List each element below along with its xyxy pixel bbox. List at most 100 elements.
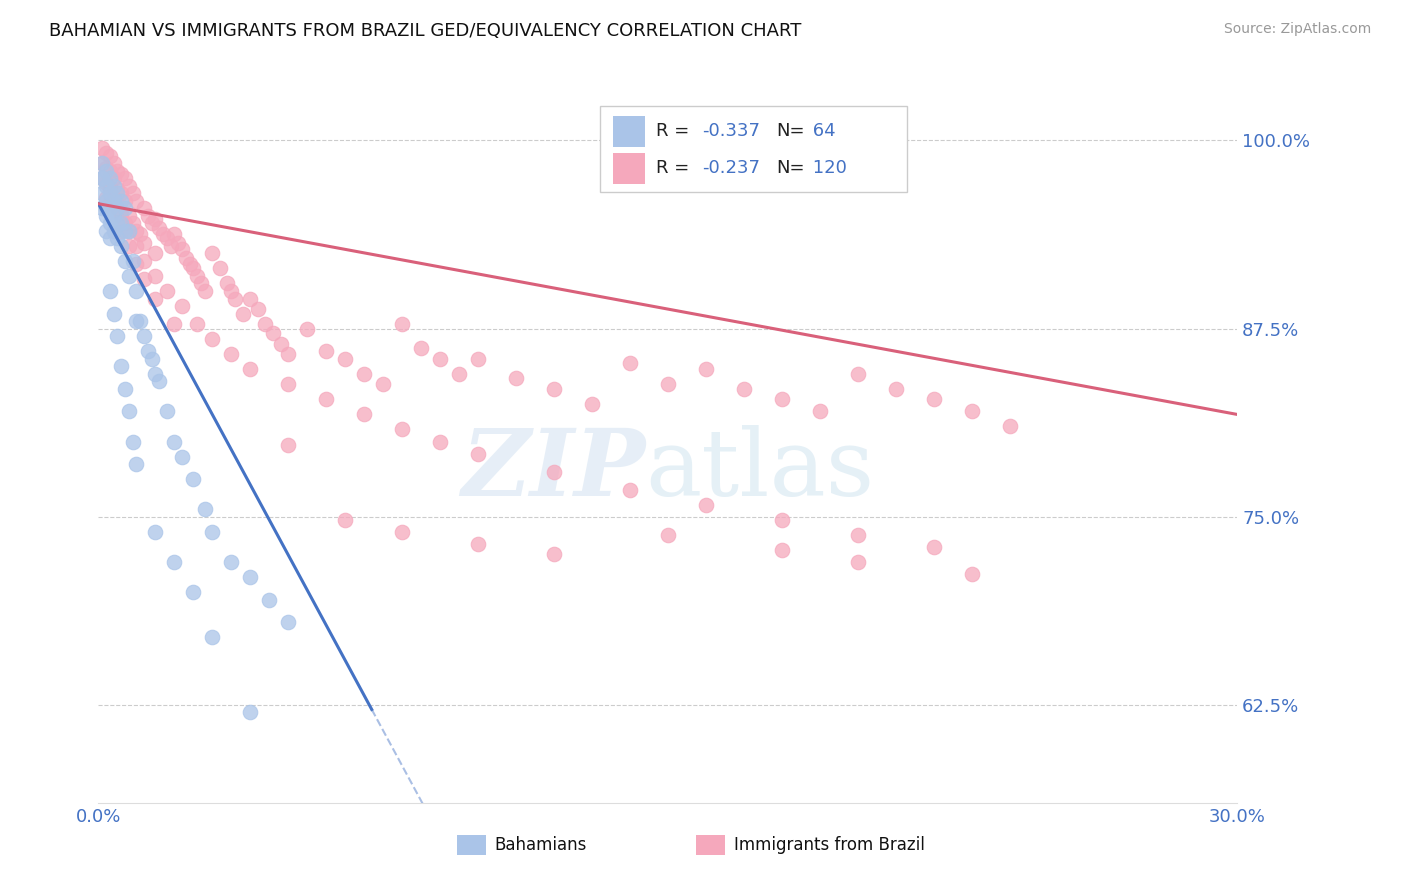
Point: [183, 472, 205, 486]
Point: [277, 377, 299, 392]
Point: [846, 528, 869, 542]
Point: [114, 382, 136, 396]
Point: [91, 156, 114, 170]
Point: [148, 220, 170, 235]
Point: [315, 392, 337, 407]
Point: [114, 171, 136, 186]
Text: ZIP: ZIP: [461, 425, 645, 516]
Point: [194, 284, 217, 298]
Point: [125, 224, 148, 238]
Point: [136, 344, 159, 359]
Point: [391, 524, 413, 539]
Point: [98, 216, 121, 230]
FancyBboxPatch shape: [457, 835, 485, 855]
Point: [201, 630, 224, 644]
Point: [467, 447, 489, 461]
Point: [98, 178, 121, 193]
Point: [619, 356, 641, 370]
Point: [118, 268, 141, 283]
Point: [121, 216, 143, 230]
Point: [148, 375, 170, 389]
Point: [194, 502, 217, 516]
Point: [224, 292, 246, 306]
Point: [163, 434, 186, 449]
Point: [125, 284, 148, 298]
Point: [152, 227, 174, 241]
Text: 64: 64: [807, 122, 835, 140]
Point: [695, 362, 717, 376]
Point: [167, 235, 190, 250]
Point: [103, 191, 125, 205]
FancyBboxPatch shape: [696, 835, 725, 855]
Point: [103, 307, 125, 321]
FancyBboxPatch shape: [613, 117, 645, 147]
Point: [201, 246, 224, 260]
Point: [98, 186, 121, 201]
Text: BAHAMIAN VS IMMIGRANTS FROM BRAZIL GED/EQUIVALENCY CORRELATION CHART: BAHAMIAN VS IMMIGRANTS FROM BRAZIL GED/E…: [49, 22, 801, 40]
Point: [94, 161, 117, 175]
Point: [145, 211, 167, 226]
Point: [246, 302, 269, 317]
Point: [770, 513, 793, 527]
Point: [232, 307, 254, 321]
Point: [110, 186, 132, 201]
Text: N=: N=: [776, 122, 804, 140]
Point: [183, 261, 205, 276]
Point: [91, 171, 114, 186]
Point: [186, 317, 208, 331]
Point: [110, 194, 132, 208]
Point: [221, 555, 243, 569]
Point: [846, 367, 869, 381]
Point: [239, 292, 262, 306]
Text: R =: R =: [657, 122, 696, 140]
Point: [103, 209, 125, 223]
Point: [107, 163, 129, 178]
Point: [103, 224, 125, 238]
Point: [170, 242, 193, 256]
Point: [98, 201, 121, 215]
Point: [125, 314, 148, 328]
Point: [429, 351, 451, 366]
Point: [94, 163, 117, 178]
Point: [94, 145, 117, 160]
Text: -0.237: -0.237: [702, 160, 761, 178]
Point: [136, 209, 159, 223]
Point: [98, 163, 121, 178]
Point: [98, 148, 121, 162]
Point: [103, 196, 125, 211]
Point: [505, 371, 527, 385]
Point: [118, 224, 141, 238]
Point: [107, 186, 129, 201]
Point: [91, 186, 114, 201]
Point: [449, 367, 471, 381]
Point: [125, 194, 148, 208]
Point: [94, 176, 117, 190]
Point: [110, 239, 132, 253]
Point: [170, 299, 193, 313]
Point: [107, 201, 129, 215]
Point: [141, 216, 163, 230]
Point: [103, 171, 125, 186]
Point: [467, 537, 489, 551]
Point: [118, 178, 141, 193]
Point: [118, 239, 141, 253]
Point: [657, 377, 679, 392]
Point: [179, 257, 201, 271]
Point: [125, 239, 148, 253]
Point: [808, 404, 831, 418]
Point: [201, 332, 224, 346]
Point: [270, 336, 292, 351]
Point: [125, 457, 148, 471]
Point: [163, 555, 186, 569]
Point: [297, 321, 319, 335]
Point: [94, 224, 117, 238]
Point: [156, 284, 179, 298]
Point: [239, 706, 262, 720]
Point: [353, 367, 375, 381]
Point: [217, 277, 239, 291]
Point: [581, 397, 603, 411]
Point: [91, 141, 114, 155]
Point: [960, 567, 983, 582]
Point: [335, 513, 357, 527]
Point: [145, 292, 167, 306]
